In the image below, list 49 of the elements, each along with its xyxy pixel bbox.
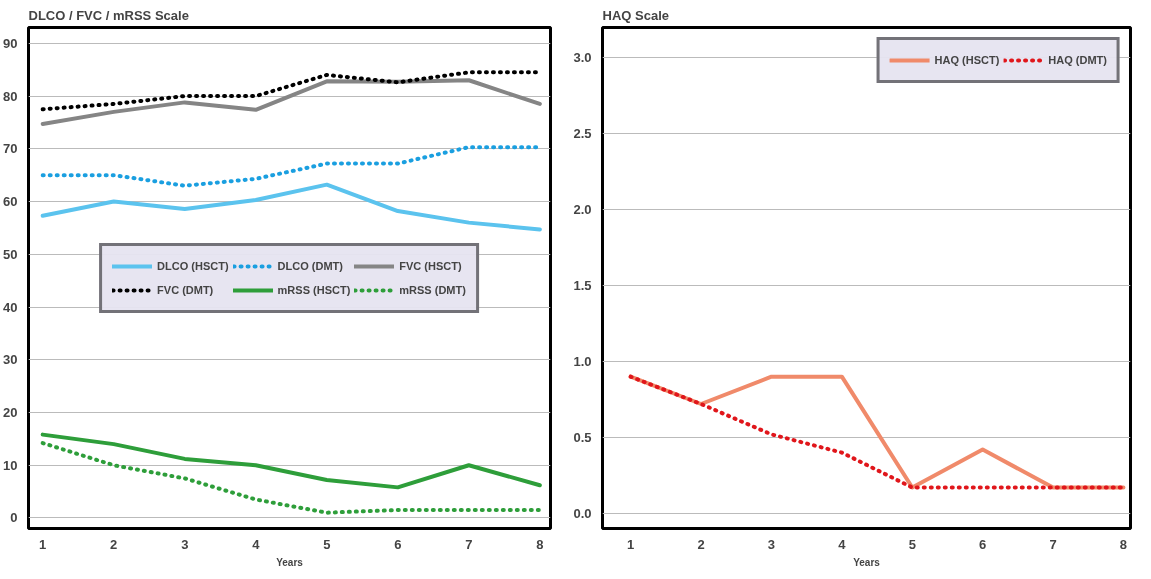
legend-label: DLCO (HSCT) xyxy=(157,259,229,272)
x-tick-label: 2 xyxy=(110,536,118,552)
x-tick-label: 5 xyxy=(323,536,331,552)
line-series xyxy=(40,432,542,490)
x-tick-label: 8 xyxy=(536,536,544,552)
x-tick-label: 7 xyxy=(1049,536,1057,552)
legend-label: FVC (DMT) xyxy=(157,283,214,296)
line-series xyxy=(40,441,542,515)
legend-label: HAQ (DMT) xyxy=(1048,54,1107,66)
legend-label: FVC (HSCT) xyxy=(399,259,462,272)
x-tick-label: 4 xyxy=(838,536,847,552)
y-tick-label: 2.5 xyxy=(573,126,592,142)
legend-label: mRSS (DMT) xyxy=(399,283,466,296)
y-tick-label: 1.0 xyxy=(573,354,592,369)
y-tick-label: 0.5 xyxy=(573,429,592,445)
y-tick-label: 80 xyxy=(3,88,18,104)
x-tick-label: 1 xyxy=(39,536,47,552)
y-tick-label: 0 xyxy=(10,510,18,526)
legend-label: mRSS (HSCT) xyxy=(277,283,351,296)
x-tick-label: 4 xyxy=(252,536,261,552)
x-tick-label: 1 xyxy=(627,536,635,552)
y-tick-label: 90 xyxy=(3,35,18,51)
x-tick-label: 5 xyxy=(908,536,916,552)
y-tick-label: 50 xyxy=(3,246,18,262)
y-tick-label: 60 xyxy=(3,194,18,210)
y-tick-label: 2.0 xyxy=(573,202,592,218)
line-series xyxy=(40,182,542,232)
legend-label: DLCO (DMT) xyxy=(277,259,343,272)
x-tick-label: 3 xyxy=(181,536,189,552)
y-tick-label: 0.0 xyxy=(573,505,592,521)
chart-title: HAQ Scale xyxy=(602,7,669,23)
x-axis-title: Years xyxy=(276,556,304,568)
y-tick-label: 70 xyxy=(3,141,18,157)
chart-title: DLCO / FVC / mRSS Scale xyxy=(28,7,189,23)
x-tick-label: 3 xyxy=(767,536,776,552)
x-tick-label: 2 xyxy=(697,536,705,552)
x-tick-label: 7 xyxy=(465,536,473,552)
x-axis-title: Years xyxy=(853,556,881,568)
x-tick-label: 6 xyxy=(979,536,987,552)
x-tick-label: 6 xyxy=(394,536,402,552)
y-tick-label: 10 xyxy=(3,457,18,473)
x-tick-label: 8 xyxy=(1119,536,1128,552)
y-tick-label: 3.0 xyxy=(573,50,592,66)
y-tick-label: 1.5 xyxy=(573,278,592,294)
line-series xyxy=(40,78,542,127)
y-tick-label: 20 xyxy=(3,404,18,420)
y-tick-label: 30 xyxy=(3,352,18,368)
legend-label: HAQ (HSCT) xyxy=(934,54,1000,66)
y-tick-label: 40 xyxy=(3,299,18,315)
